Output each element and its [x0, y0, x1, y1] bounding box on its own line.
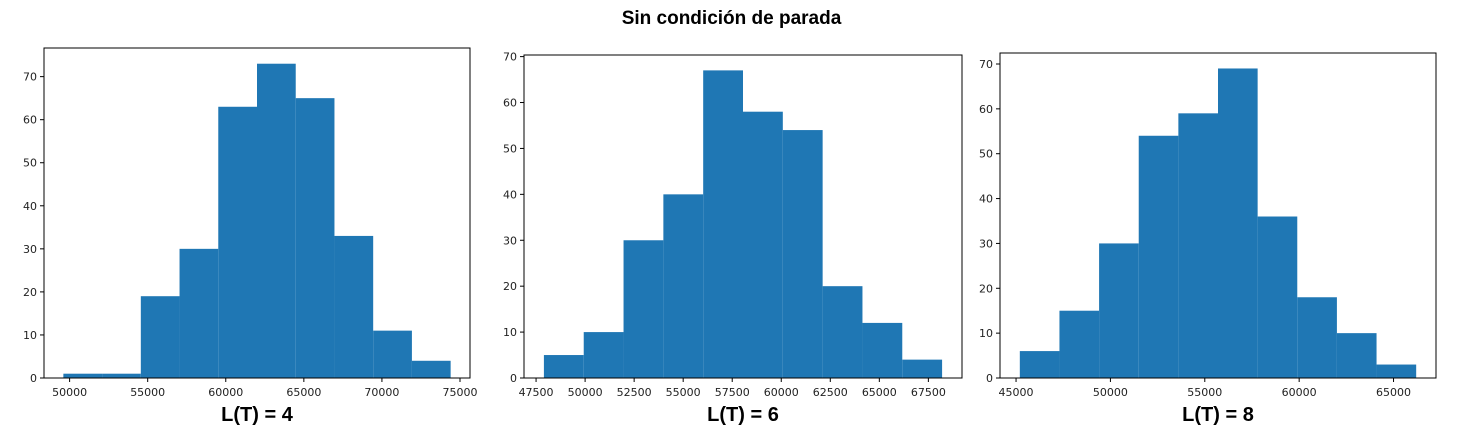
y-tick-label: 40: [979, 193, 993, 206]
x-tick-label: 47500: [519, 386, 554, 399]
histogram-bar: [257, 63, 296, 378]
x-tick-label: 65000: [862, 386, 897, 399]
axes-frame: [523, 54, 963, 379]
y-tick-label: 70: [503, 51, 517, 64]
x-tick-label: 75000: [443, 386, 478, 399]
histogram-bar: [1019, 351, 1060, 378]
axes-frame: [999, 52, 1437, 379]
histogram-bar: [334, 235, 374, 378]
y-tick-label: 20: [503, 280, 517, 293]
y-tick-label: 40: [503, 188, 517, 201]
y-tick-label: 50: [23, 157, 37, 170]
caption-lt8: L(T) = 8: [1182, 404, 1254, 426]
histogram-bar: [703, 70, 743, 378]
histogram-bar: [1376, 364, 1417, 378]
histogram-bar: [1218, 68, 1258, 378]
histogram-bar: [295, 98, 335, 378]
y-tick-label: 60: [23, 114, 37, 127]
histogram-bar: [411, 360, 451, 378]
y-tick-label: 0: [510, 372, 517, 385]
histogram-bar: [583, 332, 624, 378]
caption-lt6: L(T) = 6: [707, 404, 779, 426]
histogram-bar: [1257, 216, 1298, 378]
figure-title: Sin condición de parada: [621, 8, 842, 29]
y-tick-label: 30: [979, 237, 993, 250]
histogram-bar: [623, 240, 664, 378]
y-tick-label: 70: [23, 71, 37, 84]
y-tick-label: 10: [23, 329, 37, 342]
histogram-bar: [822, 286, 863, 378]
histogram-bar: [862, 322, 903, 378]
x-tick-label: 55000: [1187, 386, 1222, 399]
histogram-lt4: 0 10 20 30 40 50 60 70 50000 55000 60000 65000 70000…: [23, 47, 478, 399]
histogram-bar: [663, 194, 704, 378]
histogram-bar: [1059, 310, 1100, 378]
x-tick-label: 62500: [813, 386, 848, 399]
histogram-bar: [743, 111, 783, 378]
x-tick-label: 45000: [999, 386, 1034, 399]
caption-lt4: L(T) = 4: [221, 404, 293, 426]
histogram-bar: [902, 359, 943, 378]
x-tick-label: 67500: [911, 386, 946, 399]
x-tick-label: 55000: [130, 386, 165, 399]
x-tick-label: 60000: [1282, 386, 1317, 399]
y-tick-label: 60: [503, 97, 517, 110]
histogram-bar: [782, 130, 823, 378]
histogram-bar: [1178, 113, 1218, 378]
histogram-bar: [218, 106, 257, 378]
x-tick-label: 70000: [364, 386, 399, 399]
x-tick-label: 50000: [568, 386, 603, 399]
histogram-bar: [102, 373, 141, 378]
histogram-bar: [373, 330, 412, 378]
x-tick-label: 65000: [1376, 386, 1411, 399]
y-tick-label: 10: [979, 327, 993, 340]
y-tick-label: 50: [979, 148, 993, 161]
y-tick-label: 60: [979, 103, 993, 116]
y-tick-label: 30: [503, 234, 517, 247]
y-tick-label: 70: [979, 58, 993, 71]
x-tick-label: 50000: [1093, 386, 1128, 399]
histogram-bar: [1336, 333, 1377, 378]
y-tick-label: 40: [23, 200, 37, 213]
x-tick-label: 60000: [208, 386, 243, 399]
histogram-bar: [543, 355, 584, 378]
histogram-bar: [1138, 135, 1179, 378]
y-tick-label: 20: [23, 286, 37, 299]
x-tick-label: 65000: [286, 386, 321, 399]
x-tick-label: 50000: [52, 386, 87, 399]
x-tick-label: 52500: [617, 386, 652, 399]
y-tick-label: 0: [986, 372, 993, 385]
y-tick-label: 30: [23, 243, 37, 256]
y-tick-label: 20: [979, 282, 993, 295]
histogram-bar: [179, 248, 219, 378]
y-tick-label: 10: [503, 326, 517, 339]
x-tick-label: 60000: [764, 386, 799, 399]
histogram-lt8: 0 10 20 30 40 50 60 70 45000 50000 55000 60000 65000: [979, 52, 1437, 399]
histogram-bar: [63, 373, 103, 378]
histogram-bar: [140, 296, 180, 378]
histogram-bar: [1099, 243, 1139, 378]
y-tick-label: 0: [30, 372, 37, 385]
x-tick-label: 57500: [715, 386, 750, 399]
histogram-bar: [1297, 297, 1337, 378]
axes-frame: [43, 47, 471, 379]
x-tick-label: 55000: [666, 386, 701, 399]
y-tick-label: 50: [503, 142, 517, 155]
histogram-lt6: 0 10 20 30 40 50 60 70 47500 50000 52500 55000 57500…: [503, 51, 963, 399]
